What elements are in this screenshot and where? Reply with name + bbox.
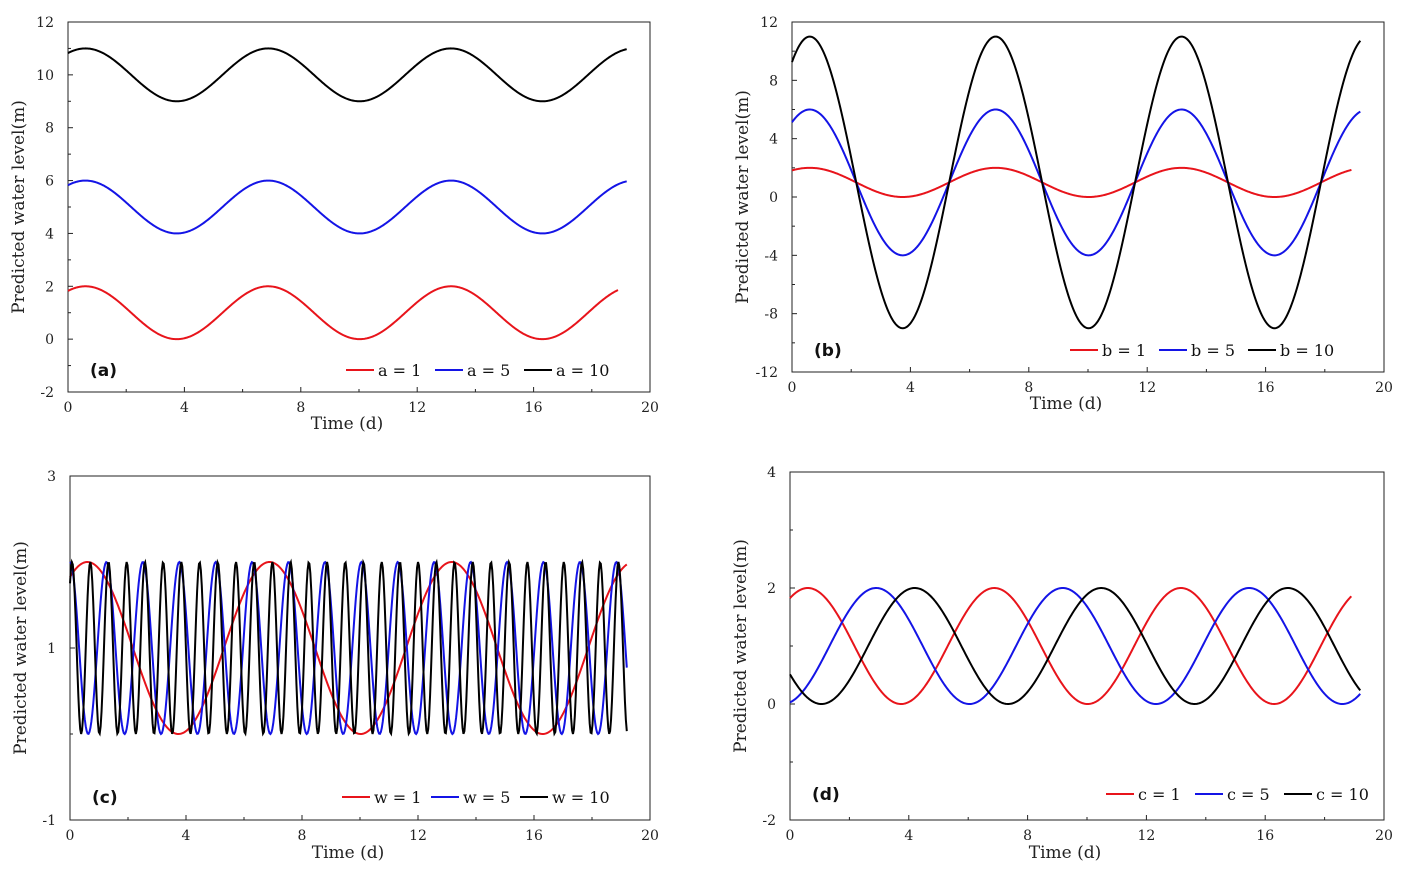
y-axis-title: Predicted water level(m) — [9, 100, 29, 314]
x-tick-label: 16 — [1257, 380, 1275, 396]
y-tick-label: 2 — [767, 581, 776, 597]
legend: b = 1 b = 5 b = 10 — [1070, 341, 1334, 360]
series-line-w-1 — [69, 560, 628, 736]
x-tick-label: 4 — [904, 828, 913, 844]
x-tick-label: 0 — [788, 380, 797, 396]
chart-panel-3: 0 4 8 12 16 20 -1 1 3 Time (d) Predicted water lev… — [11, 469, 659, 863]
y-tick-label: 4 — [767, 465, 776, 481]
y-tick-label: -1 — [42, 813, 56, 829]
y-tick-label: 6 — [45, 174, 54, 190]
x-tick-label: 8 — [1023, 828, 1032, 844]
x-tick-label: 20 — [1375, 828, 1393, 844]
series-line-b-5 — [791, 108, 1361, 257]
x-tick-label: 16 — [525, 828, 543, 844]
legend: w = 1 w = 5 w = 10 — [342, 788, 610, 807]
y-tick-label: 12 — [36, 15, 54, 31]
series-line-c-5 — [789, 586, 1361, 706]
y-tick-label: 2 — [45, 279, 54, 295]
y-tick-label: -4 — [764, 248, 778, 264]
series-line-a-5 — [67, 179, 627, 235]
legend-entry: a = 10 — [556, 361, 609, 380]
y-tick-label: 4 — [769, 132, 778, 148]
panel-label: (b) — [814, 341, 842, 361]
plot-frame — [69, 475, 651, 821]
x-axis-title: Time (d) — [311, 414, 384, 434]
series-line-c-10 — [789, 586, 1362, 706]
x-tick-label: 20 — [641, 400, 659, 416]
y-tick-label: 0 — [769, 190, 778, 206]
y-tick-label: 1 — [47, 641, 56, 657]
y-axis-title: Predicted water level(m) — [731, 539, 751, 753]
y-tick-label: 4 — [45, 226, 54, 242]
series-line-a-10 — [67, 47, 627, 103]
panel-label: (d) — [812, 785, 840, 805]
panel-label: (a) — [90, 361, 117, 381]
y-tick-label: 12 — [760, 15, 778, 31]
x-tick-label: 8 — [1024, 380, 1033, 396]
series-line-w-10 — [69, 558, 628, 737]
legend: a = 1 a = 5 a = 10 — [346, 361, 609, 380]
legend-entry: b = 5 — [1191, 341, 1235, 360]
x-tick-label: 12 — [409, 828, 427, 844]
plot-frame — [67, 21, 651, 393]
chart-panel-4: 0 4 8 12 16 20 -2 0 2 4 Time (d) Predicted water le… — [731, 465, 1393, 863]
series-line-a-1 — [67, 285, 619, 341]
y-axis-title: Predicted water level(m) — [11, 541, 31, 755]
x-tick-label: 16 — [1256, 828, 1274, 844]
x-tick-label: 16 — [525, 400, 543, 416]
x-tick-label: 4 — [180, 400, 189, 416]
y-axis-title: Predicted water level(m) — [733, 90, 753, 304]
x-tick-label: 4 — [906, 380, 915, 396]
y-tick-label: -8 — [764, 307, 778, 323]
legend-entry: b = 1 — [1102, 341, 1146, 360]
y-tick-label: 0 — [767, 697, 776, 713]
y-tick-label: -2 — [762, 813, 776, 829]
panel-label: (c) — [92, 788, 118, 808]
x-tick-label: 12 — [1137, 828, 1155, 844]
y-tick-label: -2 — [40, 385, 54, 401]
legend-entry: c = 5 — [1227, 785, 1270, 804]
x-axis-title: Time (d) — [1030, 394, 1103, 414]
x-tick-label: 20 — [641, 828, 659, 844]
x-tick-label: 12 — [408, 400, 426, 416]
x-tick-label: 8 — [296, 400, 305, 416]
legend-entry: a = 1 — [378, 361, 421, 380]
x-tick-label: 0 — [786, 828, 795, 844]
series-line-b-1 — [791, 166, 1352, 199]
x-tick-label: 12 — [1138, 380, 1156, 396]
y-tick-label: -12 — [755, 365, 778, 381]
legend-entry: b = 10 — [1280, 341, 1334, 360]
series-line-w-5 — [69, 560, 628, 736]
x-axis-title: Time (d) — [312, 843, 385, 863]
x-tick-label: 8 — [298, 828, 307, 844]
x-tick-label: 0 — [64, 400, 73, 416]
y-tick-label: 8 — [769, 73, 778, 89]
x-tick-label: 0 — [66, 828, 75, 844]
x-axis-title: Time (d) — [1029, 843, 1102, 863]
y-tick-label: 10 — [36, 68, 54, 84]
y-tick-label: 0 — [45, 332, 54, 348]
legend-entry: w = 1 — [374, 788, 421, 807]
legend-entry: c = 1 — [1138, 785, 1181, 804]
series-line-b-10 — [791, 35, 1362, 330]
legend-entry: w = 10 — [552, 788, 610, 807]
chart-panel-2: 0 4 8 12 16 20 -12 -8 -4 0 4 8 12 Time (d) Predicted w… — [733, 15, 1393, 414]
chart-panel-1: 0 4 8 12 16 20 -2 0 2 4 6 8 10 12 Time (d) Predicted wa… — [9, 15, 659, 434]
legend: c = 1 c = 5 c = 10 — [1106, 785, 1369, 804]
legend-entry: a = 5 — [467, 361, 510, 380]
x-tick-label: 4 — [182, 828, 191, 844]
y-tick-label: 8 — [45, 121, 54, 137]
y-tick-label: 3 — [47, 469, 56, 485]
legend-entry: c = 10 — [1316, 785, 1369, 804]
x-tick-label: 20 — [1375, 380, 1393, 396]
legend-entry: w = 5 — [463, 788, 510, 807]
series-line-c-1 — [789, 586, 1353, 706]
